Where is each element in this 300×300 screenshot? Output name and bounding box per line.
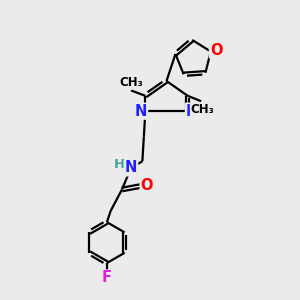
Text: CH₃: CH₃ bbox=[191, 103, 214, 116]
Text: N: N bbox=[186, 104, 198, 119]
Text: O: O bbox=[210, 43, 222, 58]
Text: N: N bbox=[125, 160, 137, 175]
Text: H: H bbox=[114, 158, 125, 171]
Text: CH₃: CH₃ bbox=[119, 76, 143, 88]
Text: F: F bbox=[102, 271, 112, 286]
Text: N: N bbox=[135, 104, 147, 119]
Text: O: O bbox=[141, 178, 153, 194]
